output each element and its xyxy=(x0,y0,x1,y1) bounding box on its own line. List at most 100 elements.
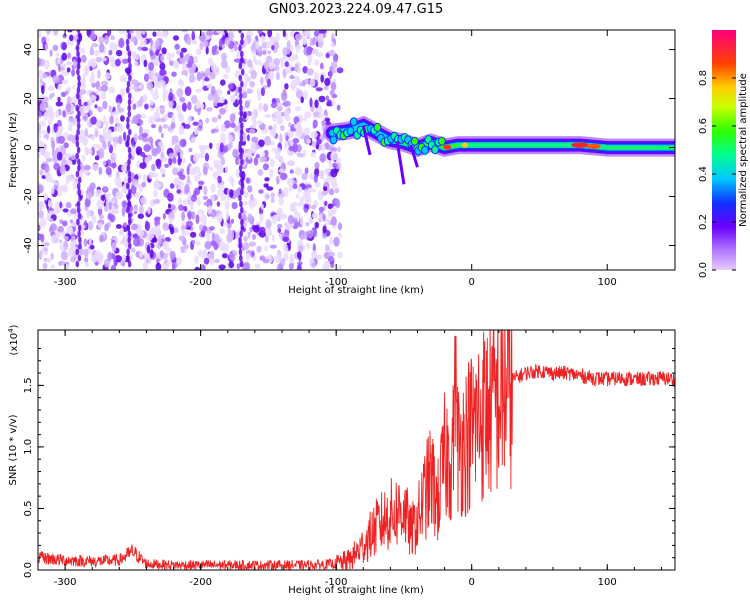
noise-blob xyxy=(95,189,102,198)
noise-blob xyxy=(228,30,235,33)
noise-blob xyxy=(261,50,267,56)
noise-blob xyxy=(242,91,248,99)
noise-blob xyxy=(156,224,160,233)
noise-blob xyxy=(218,38,223,48)
noise-stripe-blob xyxy=(76,50,80,58)
noise-blob xyxy=(275,105,283,111)
noise-blob xyxy=(301,38,308,46)
noise-blob xyxy=(220,79,226,86)
noise-stripe-blob xyxy=(127,98,132,106)
noise-blob xyxy=(284,61,289,68)
noise-blob xyxy=(130,30,134,34)
noise-blob xyxy=(169,183,175,189)
noise-blob xyxy=(162,124,169,129)
noise-blob xyxy=(70,256,76,263)
noise-blob xyxy=(210,240,216,247)
noise-blob xyxy=(289,169,294,174)
x-tick-label: 100 xyxy=(598,277,617,288)
noise-stripe-blob xyxy=(76,146,81,154)
noise-blob xyxy=(83,238,88,247)
noise-stripe-blob xyxy=(76,38,81,46)
noise-stripe-blob xyxy=(127,56,132,64)
noise-blob xyxy=(295,89,304,99)
noise-blob xyxy=(286,64,294,74)
figure-title: GN03.2023.224.09.47.G15 xyxy=(269,2,444,17)
noise-blob xyxy=(329,49,336,57)
noise-blob xyxy=(166,261,170,268)
noise-blob xyxy=(329,146,337,153)
noise-blob xyxy=(217,175,222,184)
noise-blob xyxy=(100,194,106,202)
noise-blob xyxy=(107,30,112,37)
noise-stripe-blob xyxy=(240,38,244,46)
noise-blob xyxy=(220,156,226,166)
noise-blob xyxy=(247,213,253,223)
noise-blob xyxy=(331,99,336,107)
noise-blob xyxy=(304,78,309,85)
noise-region xyxy=(38,30,344,270)
noise-blob xyxy=(101,80,109,86)
noise-blob xyxy=(218,264,226,270)
noise-stripe-blob xyxy=(126,80,131,88)
noise-blob xyxy=(292,183,298,190)
noise-blob xyxy=(177,79,182,86)
noise-blob xyxy=(321,135,325,141)
noise-blob xyxy=(192,121,199,126)
snr-x-ticks: -300 -200 -100 0 100 xyxy=(37,330,662,588)
noise-blob xyxy=(179,96,186,103)
noise-blob xyxy=(174,43,180,50)
noise-blob xyxy=(38,224,41,231)
noise-blob xyxy=(290,66,296,72)
noise-blob xyxy=(267,30,273,38)
noise-blob xyxy=(191,40,198,45)
noise-blob xyxy=(285,115,291,122)
noise-blob xyxy=(58,185,63,191)
noise-blob xyxy=(256,88,261,97)
noise-blob xyxy=(299,196,305,203)
noise-stripe-blob xyxy=(128,62,132,70)
noise-blob xyxy=(296,264,302,270)
noise-blob xyxy=(87,220,94,231)
snr-x-label: Height of straight line (km) xyxy=(288,585,424,596)
noise-blob xyxy=(205,46,209,55)
noise-blob xyxy=(324,77,331,87)
noise-blob xyxy=(194,187,201,196)
noise-blob xyxy=(110,265,117,270)
noise-blob xyxy=(196,71,202,82)
noise-blob xyxy=(141,113,146,119)
noise-stripe-blob xyxy=(75,170,80,178)
noise-blob xyxy=(187,211,192,221)
noise-blob xyxy=(156,39,160,48)
snr-frame xyxy=(37,329,676,571)
noise-stripe-blob xyxy=(76,218,80,226)
noise-stripe-blob xyxy=(240,68,245,76)
noise-blob xyxy=(40,233,45,243)
noise-blob xyxy=(90,71,95,80)
noise-blob xyxy=(211,117,218,123)
noise-blob xyxy=(89,110,93,116)
noise-blob xyxy=(271,45,275,51)
noise-blob xyxy=(193,55,199,64)
noise-blob xyxy=(80,48,86,54)
noise-blob xyxy=(199,224,203,232)
noise-blob xyxy=(323,85,329,91)
noise-blob xyxy=(122,58,129,64)
noise-blob xyxy=(179,51,184,59)
noise-blob xyxy=(214,44,218,51)
noise-stripe-blob xyxy=(238,74,243,82)
noise-blob xyxy=(285,135,289,141)
noise-blob xyxy=(264,245,268,252)
noise-blob xyxy=(139,204,144,215)
noise-blob xyxy=(178,174,186,180)
noise-blob xyxy=(99,43,105,53)
noise-blob xyxy=(40,129,48,134)
noise-stripe-blob xyxy=(127,146,132,154)
noise-blob xyxy=(312,119,318,128)
noise-blob xyxy=(313,111,320,117)
noise-blob xyxy=(259,255,266,261)
noise-blob xyxy=(46,131,49,141)
noise-blob xyxy=(330,150,338,161)
noise-blob xyxy=(65,201,72,209)
noise-blob xyxy=(216,30,220,34)
noise-blob xyxy=(242,263,249,270)
